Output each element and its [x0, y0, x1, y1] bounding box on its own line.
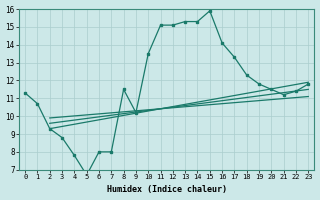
X-axis label: Humidex (Indice chaleur): Humidex (Indice chaleur): [107, 185, 227, 194]
